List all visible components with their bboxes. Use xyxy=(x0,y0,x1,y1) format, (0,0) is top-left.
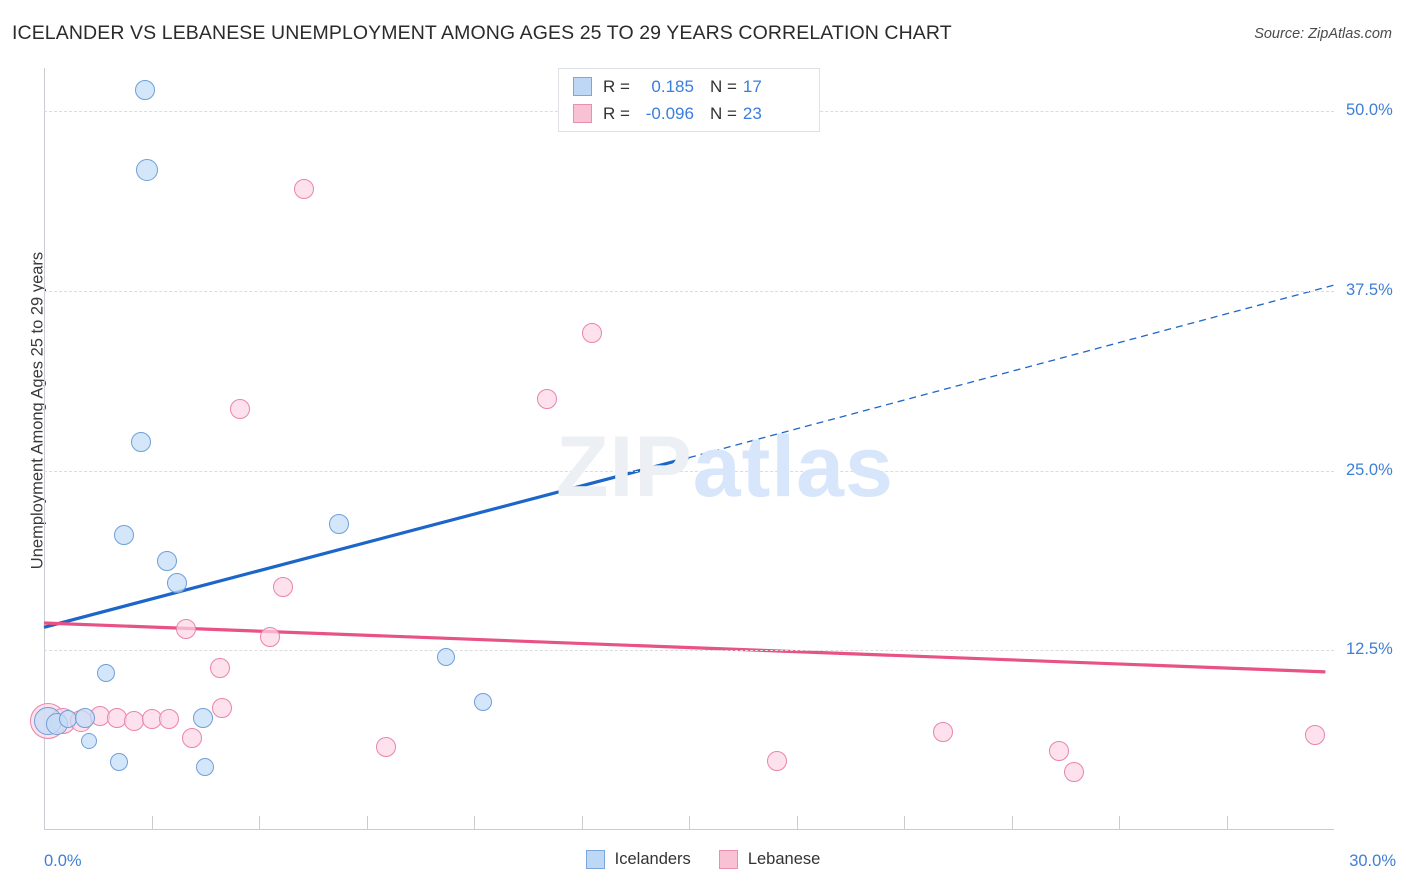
x-axis-tick xyxy=(689,816,690,830)
data-point-lebanese[interactable] xyxy=(1048,740,1069,761)
data-point-icelanders[interactable] xyxy=(328,513,349,534)
icelanders-swatch-icon xyxy=(573,77,592,96)
x-axis-tick xyxy=(581,816,583,830)
stats-row-lebanese: R = -0.096 N = 23 xyxy=(573,100,762,127)
lebanese-swatch-icon xyxy=(573,104,592,123)
data-point-icelanders[interactable] xyxy=(156,551,177,572)
x-axis-tick xyxy=(1226,816,1228,830)
icelanders-r-value: 0.185 xyxy=(651,76,694,96)
page-title: ICELANDER VS LEBANESE UNEMPLOYMENT AMONG… xyxy=(12,22,952,44)
data-point-lebanese[interactable] xyxy=(158,709,179,730)
y-axis-line xyxy=(44,68,45,830)
legend-icelanders-swatch-icon xyxy=(585,850,605,869)
data-point-lebanese[interactable] xyxy=(1304,725,1325,746)
data-point-lebanese[interactable] xyxy=(294,178,315,199)
x-axis-min-label: 0.0% xyxy=(44,852,82,870)
data-point-lebanese[interactable] xyxy=(182,727,203,748)
stats-row-icelanders: R = 0.185 N = 17 xyxy=(573,73,762,100)
x-axis-tick xyxy=(904,816,905,830)
gridline xyxy=(44,650,1334,652)
data-point-lebanese[interactable] xyxy=(259,627,280,648)
legend-icelanders-label: Icelanders xyxy=(614,850,691,868)
x-axis-tick xyxy=(151,816,153,830)
data-point-lebanese[interactable] xyxy=(1063,762,1084,783)
source-label: Source: ZipAtlas.com xyxy=(1254,26,1392,42)
gridline xyxy=(44,290,1334,292)
x-axis-tick xyxy=(1011,816,1013,830)
data-point-icelanders[interactable] xyxy=(196,757,215,776)
data-point-icelanders[interactable] xyxy=(130,431,151,452)
data-point-lebanese[interactable] xyxy=(582,322,603,343)
x-axis-tick xyxy=(259,816,260,830)
data-point-lebanese[interactable] xyxy=(767,750,788,771)
icelanders-n-label: N = xyxy=(709,76,737,96)
trendline-lebanese xyxy=(43,621,1326,674)
icelanders-r-label: R = xyxy=(603,76,630,96)
data-point-lebanese[interactable] xyxy=(272,577,293,598)
data-point-lebanese[interactable] xyxy=(175,618,196,639)
data-point-lebanese[interactable] xyxy=(932,722,953,743)
legend-lebanese-label: Lebanese xyxy=(747,850,821,868)
trendline-projection-icelanders xyxy=(688,284,1335,459)
data-point-icelanders[interactable] xyxy=(135,79,156,100)
trendline-layer xyxy=(43,284,1335,674)
data-point-icelanders[interactable] xyxy=(473,693,492,712)
icelanders-n-value: 17 xyxy=(742,76,762,96)
data-point-icelanders[interactable] xyxy=(97,664,116,683)
y-tick-label: 25.0% xyxy=(1346,460,1393,479)
data-point-icelanders[interactable] xyxy=(136,159,159,182)
correlation-stats-box: R = 0.185 N = 17 R = -0.096 N = 23 xyxy=(558,68,820,132)
x-axis-tick xyxy=(796,816,798,830)
data-point-lebanese[interactable] xyxy=(210,657,231,678)
data-point-lebanese[interactable] xyxy=(229,398,250,419)
lebanese-n-label: N = xyxy=(709,103,737,123)
data-point-icelanders[interactable] xyxy=(81,732,98,749)
data-point-icelanders[interactable] xyxy=(58,710,77,729)
gridline xyxy=(44,470,1334,472)
data-point-icelanders[interactable] xyxy=(193,707,214,728)
data-point-lebanese[interactable] xyxy=(537,388,558,409)
lebanese-r-label: R = xyxy=(603,103,630,123)
plot-area xyxy=(30,68,1335,830)
data-point-icelanders[interactable] xyxy=(167,572,188,593)
y-tick-label: 37.5% xyxy=(1346,280,1393,299)
y-tick-label: 12.5% xyxy=(1346,640,1393,659)
legend-item-icelanders[interactable]: Icelanders xyxy=(585,850,691,869)
trendline-icelanders xyxy=(43,456,690,629)
legend-lebanese-swatch-icon xyxy=(718,850,738,869)
series-legend: Icelanders Lebanese xyxy=(0,850,1406,869)
data-point-lebanese[interactable] xyxy=(375,736,396,757)
data-point-icelanders[interactable] xyxy=(113,525,134,546)
y-tick-label: 50.0% xyxy=(1346,101,1393,120)
data-point-lebanese[interactable] xyxy=(212,697,233,718)
x-axis-max-label: 30.0% xyxy=(1349,852,1396,870)
lebanese-r-value: -0.096 xyxy=(645,103,694,123)
x-axis-tick xyxy=(474,816,475,830)
legend-item-lebanese[interactable]: Lebanese xyxy=(718,850,821,869)
lebanese-n-value: 23 xyxy=(742,103,762,123)
data-point-icelanders[interactable] xyxy=(110,753,129,772)
data-point-icelanders[interactable] xyxy=(437,648,456,667)
x-axis-tick xyxy=(366,816,368,830)
data-point-icelanders[interactable] xyxy=(74,707,95,728)
x-axis-tick xyxy=(1119,816,1120,830)
